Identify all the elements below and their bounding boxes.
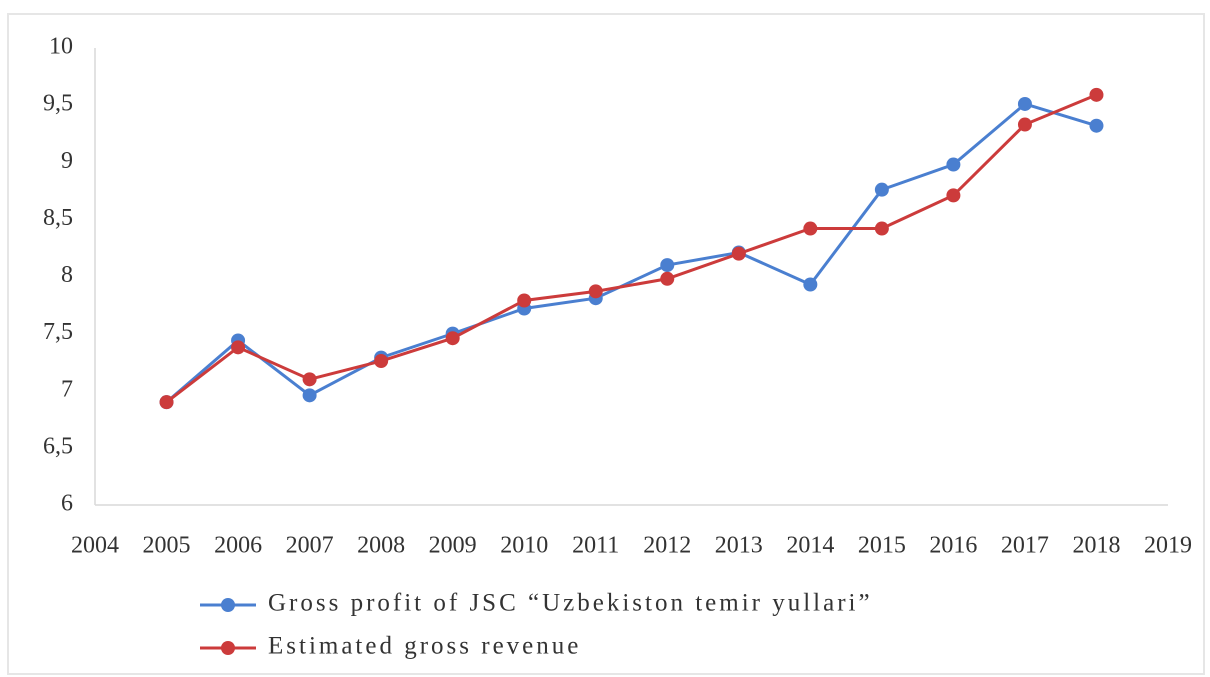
x-tick-label: 2017 [1001, 533, 1049, 559]
legend-marker [221, 598, 235, 612]
frame [7, 13, 1205, 675]
point [302, 388, 317, 403]
legend-label: Estimated gross revenue [268, 633, 581, 660]
point [946, 157, 961, 172]
point [874, 182, 889, 197]
x-tick-label: 2010 [500, 533, 548, 559]
series-line [165, 93, 1098, 404]
x-tick-label: 2016 [929, 533, 977, 559]
point [1089, 118, 1104, 133]
x-tick-label: 2009 [429, 533, 477, 559]
point [660, 271, 675, 286]
point [803, 277, 818, 292]
x-tick-label: 2004 [71, 533, 119, 559]
point [374, 354, 389, 369]
x-tick-label: 2008 [357, 533, 405, 559]
point [302, 372, 317, 387]
x-tick-label: 2019 [1144, 533, 1192, 559]
point [231, 340, 246, 355]
point [445, 331, 460, 346]
x-tick-label: 2011 [572, 533, 619, 559]
y-tick-label: 6 [61, 491, 73, 517]
y-tick-label: 7 [61, 376, 73, 402]
series-line [165, 102, 1097, 404]
x-tick-label: 2012 [643, 533, 691, 559]
y-tick-label: 10 [49, 34, 73, 60]
point [946, 188, 961, 203]
point [517, 293, 532, 308]
x-tick-label: 2007 [286, 533, 334, 559]
point [874, 221, 889, 236]
y-tick-label: 9,5 [43, 91, 73, 117]
point [660, 258, 675, 273]
point [588, 284, 603, 299]
x-tick-label: 2005 [143, 533, 191, 559]
point [803, 221, 818, 236]
y-tick-label: 8 [61, 262, 73, 288]
x-tick-label: 2015 [858, 533, 906, 559]
legend-marker [221, 641, 235, 655]
x-tick-label: 2006 [214, 533, 262, 559]
legend-label: Gross profit of JSC “Uzbekiston temir yu… [268, 590, 873, 617]
y-tick-label: 6,5 [43, 433, 73, 459]
y-tick-label: 7,5 [43, 319, 73, 345]
y-tick-label: 9 [61, 148, 73, 174]
x-tick-label: 2018 [1072, 533, 1120, 559]
point [1089, 87, 1104, 102]
point [1017, 117, 1032, 132]
y-tick-label: 8,5 [43, 205, 73, 231]
x-tick-label: 2013 [715, 533, 763, 559]
point [1017, 96, 1032, 111]
point [159, 395, 174, 410]
x-tick-label: 2014 [786, 533, 834, 559]
point [731, 246, 746, 261]
